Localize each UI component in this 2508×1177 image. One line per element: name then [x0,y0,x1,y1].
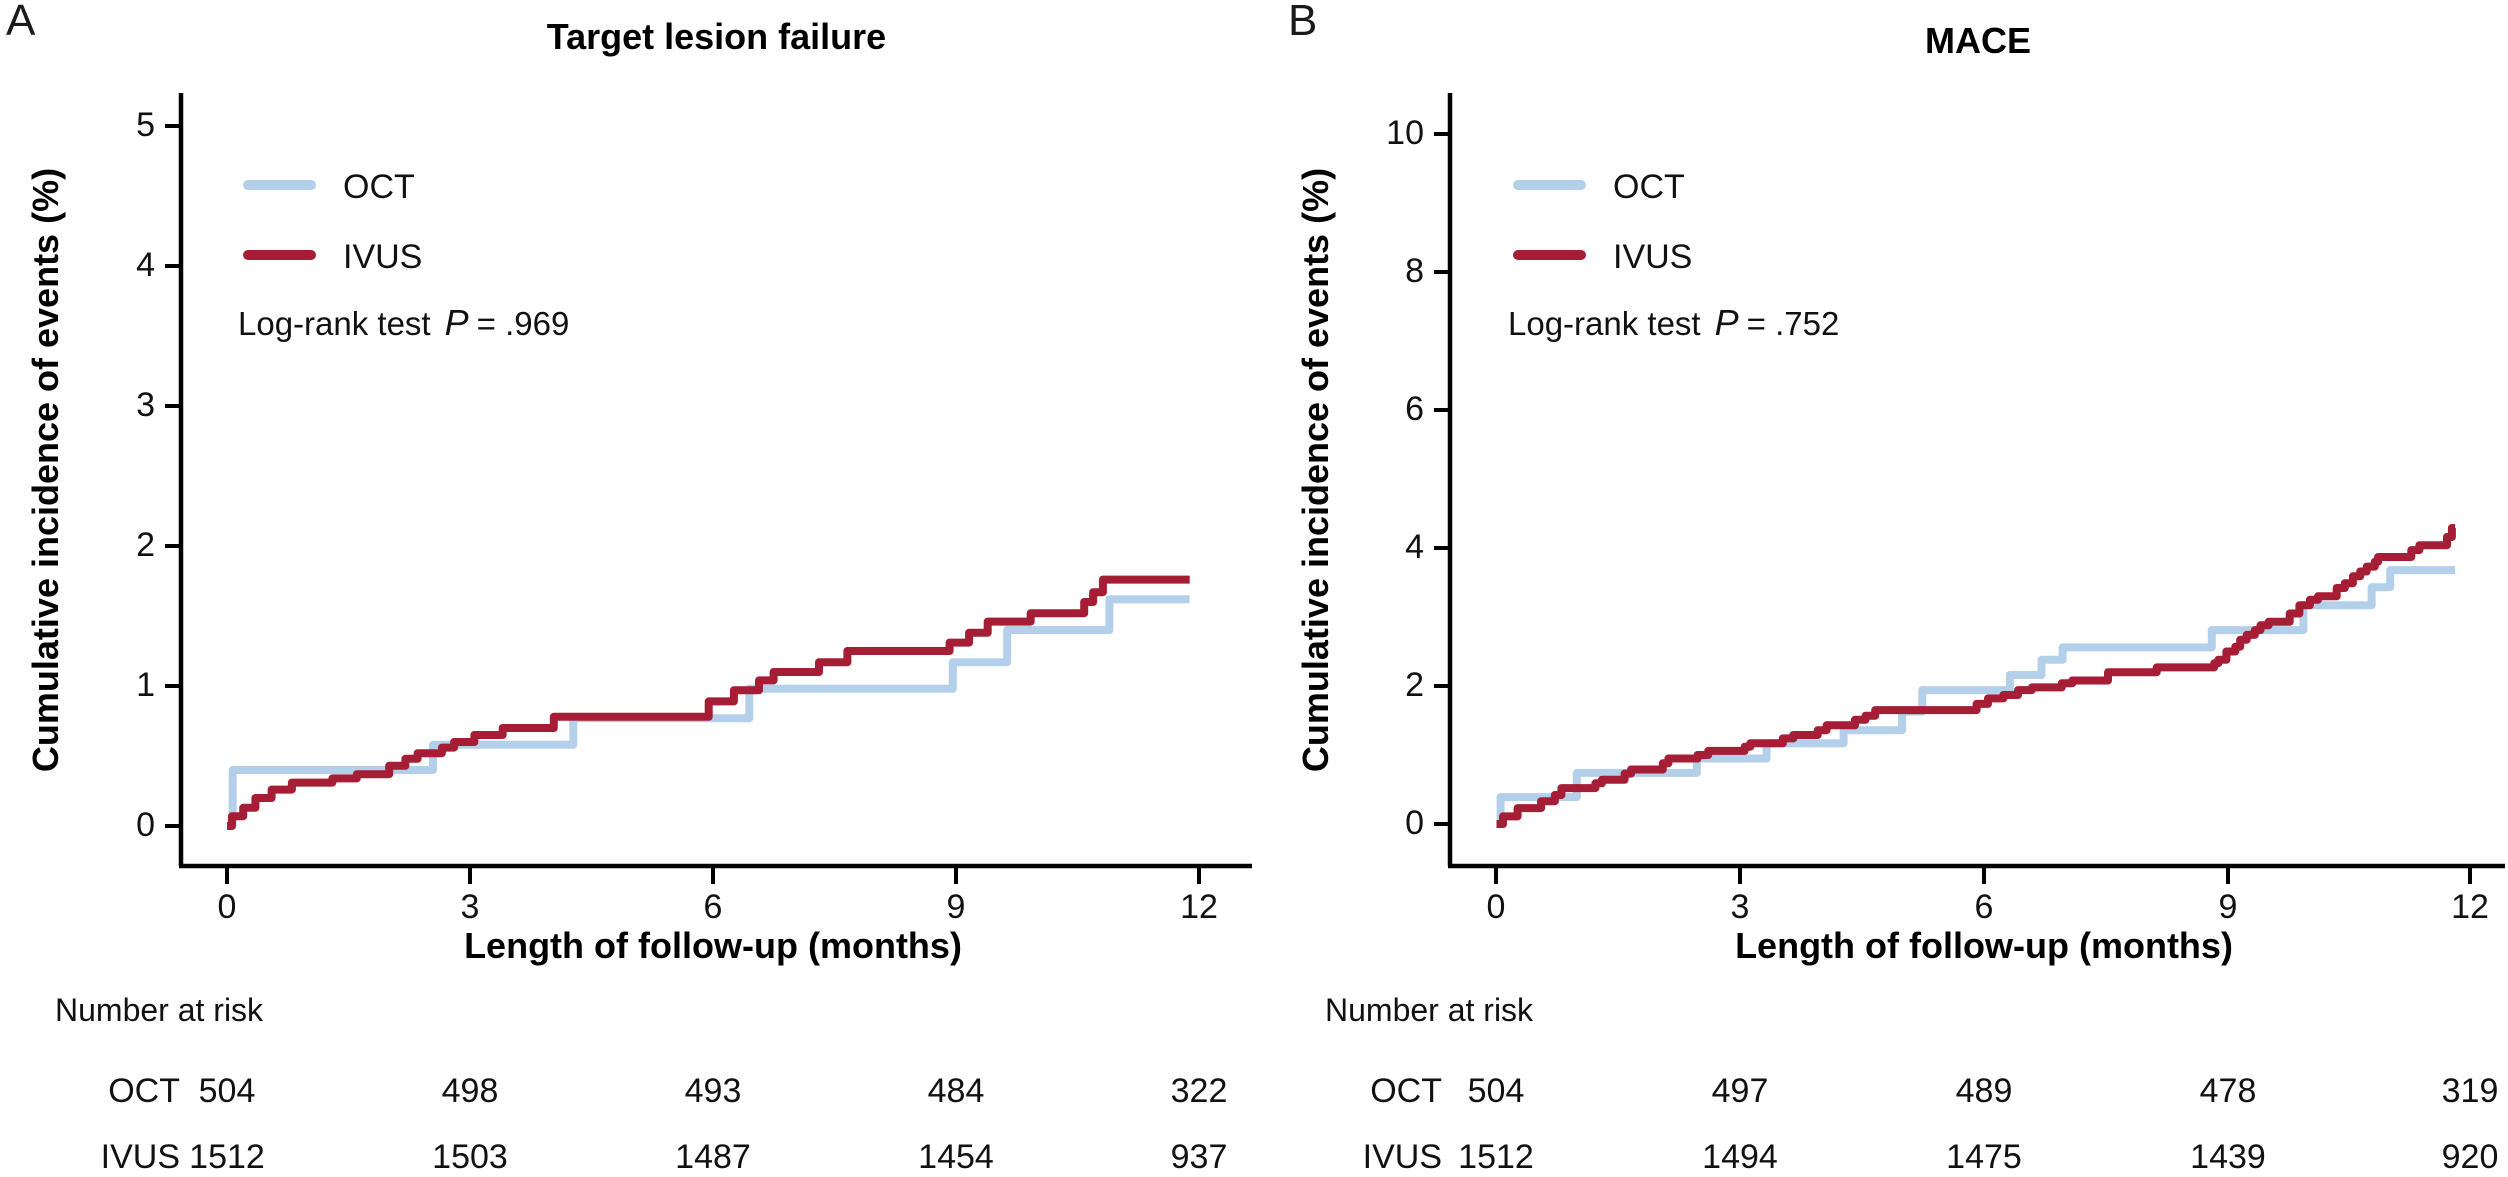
curve-oct-panel-a [227,595,1190,830]
panel-b-xtick-0: 0 [1486,888,1506,926]
panel-b-legend-label-ivus: IVUS [1613,238,1693,276]
panel-b-risk-oct-m12: 319 [2441,1072,2499,1110]
panel-a-risk-ivus-m3: 1503 [432,1138,508,1176]
panel-a-ytick-3: 3 [136,386,155,424]
curve-ivus-panel-a [227,575,1190,830]
panel-a-risk-oct-m3: 498 [441,1072,499,1110]
panel-b-risk-oct-m6: 489 [1955,1072,2013,1110]
panel-b-ytick-10: 10 [1386,114,1424,152]
panel-b-x-tick-marks [1494,866,2472,884]
panel-b-logrank-text: Log-rank test P = .752 [1508,302,1839,344]
panel-b-risk-heading: Number at risk [1325,992,1534,1028]
panel-a-logrank-value: = .969 [476,305,570,342]
panel-b-xtick-3: 3 [1730,888,1750,926]
panel-a-ytick-1: 1 [136,666,155,704]
panel-b-ytick-4: 4 [1405,528,1424,566]
panel-a-risk-ivus-m9: 1454 [918,1138,994,1176]
panel-a-risk-ivus-m0: 1512 [189,1138,265,1176]
panel-a-y-tick-marks [165,124,181,828]
panel-a-risk-oct-m12: 322 [1170,1072,1228,1110]
panel-a-plot-area [165,93,1252,884]
panel-b-logrank-value: = .752 [1746,305,1840,342]
panel-a-risk-oct-m6: 493 [684,1072,742,1110]
panel-a-logrank-text: Log-rank test P = .969 [238,302,569,344]
panel-b-ytick-8: 8 [1405,252,1424,290]
panel-a-xtick-6: 6 [703,888,723,926]
panel-a-xtick-0: 0 [217,888,237,926]
panel-b-risk-oct-m9: 478 [2199,1072,2257,1110]
panel-b-risk-ivus-m9: 1439 [2190,1138,2266,1176]
panel-a-risk-ivus-m6: 1487 [675,1138,751,1176]
panel-b-legend-label-oct: OCT [1613,168,1685,206]
panel-b-letter: B [1288,0,1318,45]
panel-a-ytick-4: 4 [136,246,155,284]
panel-a-x-axis-label: Length of follow-up (months) [464,925,962,966]
panel-b-xtick-6: 6 [1974,888,1994,926]
panel-a-xtick-3: 3 [460,888,480,926]
panel-a-ytick-5: 5 [136,106,155,144]
panel-a-risk-oct-m0: 504 [198,1072,256,1110]
panel-b-logrank-prefix: Log-rank test [1508,305,1701,342]
panel-b-x-axis-label: Length of follow-up (months) [1735,925,2233,966]
panel-a-ytick-2: 2 [136,526,155,564]
panel-a-xtick-9: 9 [946,888,966,926]
panel-b-legend-swatch-oct [1513,180,1586,190]
panel-b-risk-ivus-m6: 1475 [1946,1138,2022,1176]
curve-ivus-panel-b [1496,524,2456,828]
panel-a-risk-heading: Number at risk [55,992,264,1028]
panel-b-ytick-0: 0 [1405,804,1424,842]
panel-a-legend-swatch-oct [243,180,316,190]
panel-a-legend-label-ivus: IVUS [343,238,423,276]
panel-a-ytick-0: 0 [136,806,155,844]
panel-a-legend-label-oct: OCT [343,168,415,206]
panel-a-x-tick-marks [225,866,1201,884]
panel-a-y-axis-label: Cumulative incidence of events (%) [25,167,66,773]
panel-b-plot-area [1434,93,2505,884]
panel-a-logrank-prefix: Log-rank test [238,305,431,342]
panel-a-xtick-12: 12 [1180,888,1218,926]
panel-b-risk-ivus-m3: 1494 [1702,1138,1778,1176]
panel-a-risk-ivus-m12: 937 [1170,1138,1228,1176]
panel-b-risk-ivus-m0: 1512 [1458,1138,1534,1176]
panel-b-risk-ivus-m12: 920 [2441,1138,2499,1176]
panel-a-letter: A [6,0,36,45]
curve-oct-panel-b [1496,566,2456,828]
panel-b-y-axis-label: Cumulative incidence of events (%) [1295,167,1336,773]
panel-b-xtick-12: 12 [2451,888,2489,926]
panel-a-risk-row-oct-label: OCT [108,1072,180,1110]
panel-b-ytick-6: 6 [1405,390,1424,428]
panel-b-ytick-2: 2 [1405,666,1424,704]
panel-a-title: Target lesion failure [546,16,887,57]
panel-a-legend-swatch-ivus [243,250,316,260]
panel-b-risk-oct-m3: 497 [1711,1072,1769,1110]
panel-a-risk-row-ivus-label: IVUS [100,1138,180,1176]
panel-b-logrank-stat: P [1714,302,1739,343]
panel-b-legend-swatch-ivus [1513,250,1586,260]
panel-b-risk-oct-m0: 504 [1467,1072,1525,1110]
panel-b-y-tick-marks [1434,132,1450,826]
panel-b-risk-row-ivus-label: IVUS [1362,1138,1442,1176]
panel-a-logrank-stat: P [444,302,469,343]
panel-b-xtick-9: 9 [2218,888,2238,926]
panel-b-risk-row-oct-label: OCT [1370,1072,1442,1110]
panel-a-risk-oct-m9: 484 [927,1072,985,1110]
panel-b-title: MACE [1925,20,2031,61]
